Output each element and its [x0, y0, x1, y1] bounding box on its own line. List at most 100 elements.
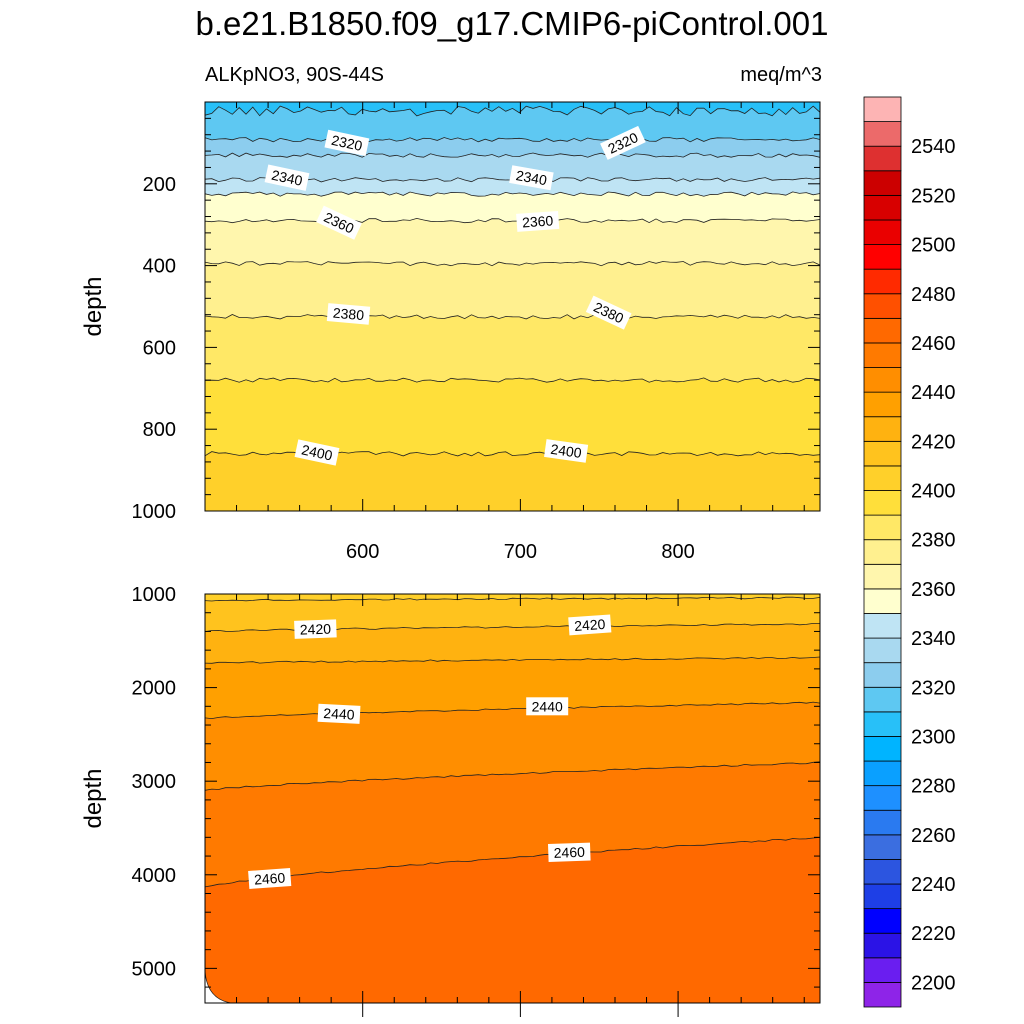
contour-band	[205, 594, 820, 601]
colorbar-swatch	[863, 637, 902, 664]
colorbar-label: 2420	[911, 431, 956, 453]
y-tick-label: 2000	[132, 678, 177, 700]
colorbar-label: 2340	[911, 628, 956, 650]
colorbar-swatch	[863, 514, 902, 541]
colorbar-swatch	[863, 982, 902, 1008]
x-tick-label: 800	[661, 541, 694, 563]
colorbar-swatch	[863, 809, 902, 836]
colorbar-swatch	[863, 440, 902, 467]
chart-title: b.e21.B1850.f09_g17.CMIP6-piControl.001	[195, 5, 829, 42]
contour-line	[205, 137, 820, 143]
colorbar-swatch	[863, 391, 902, 418]
y-axis-label: depth	[80, 276, 107, 336]
y-axis-label: depth	[80, 768, 107, 828]
contour-label: 2380	[326, 303, 371, 325]
colorbar-swatch	[863, 859, 902, 885]
plot-frame	[204, 101, 821, 512]
colorbar-label: 2460	[911, 333, 956, 355]
svg-text:2440: 2440	[532, 698, 563, 714]
contour-label: 2340	[264, 164, 310, 191]
svg-text:2400: 2400	[550, 441, 583, 461]
colorbar-swatch	[863, 219, 902, 245]
colorbar-label: 2400	[911, 481, 956, 503]
contour-label: 2400	[544, 439, 589, 463]
colorbar-swatch	[863, 785, 902, 811]
colorbar-label: 2260	[911, 825, 956, 847]
contour-label: 2420	[568, 614, 612, 636]
contour-band	[205, 594, 820, 632]
y-tick-label: 5000	[132, 958, 177, 980]
contour-line	[205, 701, 820, 720]
colorbar-swatch	[863, 293, 902, 319]
colorbar-swatch	[863, 244, 902, 270]
contour-line	[205, 837, 820, 888]
colorbar-swatch	[863, 711, 902, 737]
lower-panel: 2420 2420 2440 2440 2460 2460 1000 2000 3000 4000…	[80, 584, 821, 1017]
colorbar-swatch	[863, 416, 902, 442]
contour-line	[205, 377, 820, 383]
contour-label: 2440	[317, 703, 361, 724]
svg-text:2400: 2400	[300, 441, 334, 463]
svg-text:2460: 2460	[254, 869, 286, 887]
colorbar-label: 2360	[911, 579, 956, 601]
colorbar: 2200 2220 2240 2260 2280 2300 2320 2340 2360 2380…	[863, 96, 956, 1008]
contour-label: 2420	[294, 619, 337, 639]
contour-line	[205, 656, 820, 664]
colorbar-swatch	[863, 367, 902, 393]
svg-text:2340: 2340	[515, 167, 549, 188]
svg-text:2360: 2360	[522, 212, 554, 230]
colorbar-swatch	[863, 268, 902, 295]
contour-label: 2400	[294, 439, 340, 466]
colorbar-swatch	[863, 957, 902, 983]
y-tick-label: 4000	[132, 865, 177, 887]
colorbar-swatch	[863, 121, 902, 147]
contour-line	[205, 761, 820, 791]
y-tick-label: 400	[143, 256, 176, 278]
colorbar-label: 2480	[911, 284, 956, 306]
plot-frame	[204, 593, 821, 1004]
svg-text:2380: 2380	[332, 305, 365, 324]
contour-label: 2360	[516, 210, 560, 232]
contour-line	[205, 152, 820, 158]
colorbar-label: 2220	[911, 923, 956, 945]
svg-text:2440: 2440	[323, 705, 355, 723]
units-subtitle: meq/m^3	[740, 64, 822, 86]
contour-line	[205, 261, 820, 267]
filled-contours	[205, 594, 820, 1003]
colorbar-swatch	[863, 932, 902, 959]
colorbar-label: 2280	[911, 776, 956, 798]
colorbar-swatch	[863, 908, 902, 934]
colorbar-swatch	[863, 883, 902, 910]
contour-label: 2440	[526, 697, 569, 716]
y-tick-label: 600	[143, 337, 176, 359]
colorbar-label: 2520	[911, 185, 956, 207]
y-tick-label: 1000	[132, 501, 177, 523]
svg-text:2340: 2340	[270, 167, 304, 189]
contour-band	[205, 102, 820, 116]
contour-line	[205, 314, 820, 320]
contour-label: 2320	[324, 129, 370, 157]
colorbar-label: 2200	[911, 972, 956, 994]
filled-contours	[205, 102, 820, 511]
colorbar-swatch	[863, 317, 902, 344]
colorbar-swatch	[863, 736, 902, 762]
colorbar-label: 2380	[911, 530, 956, 552]
colorbar-swatch	[863, 145, 902, 172]
x-tick-label: 600	[346, 541, 379, 563]
contour-line	[205, 191, 820, 197]
colorbar-swatch	[863, 170, 902, 196]
contour-line	[205, 596, 820, 602]
contour-line	[205, 105, 820, 117]
land-mask	[205, 970, 232, 1003]
svg-text:2420: 2420	[574, 616, 606, 634]
colorbar-label: 2540	[911, 136, 956, 158]
colorbar-swatch	[863, 760, 902, 787]
colorbar-label: 2440	[911, 382, 956, 404]
contour-label: 2460	[547, 842, 591, 863]
x-tick-label: 700	[504, 541, 537, 563]
colorbar-swatch	[863, 539, 902, 565]
colorbar-label: 2300	[911, 726, 956, 748]
svg-text:2460: 2460	[553, 844, 585, 861]
